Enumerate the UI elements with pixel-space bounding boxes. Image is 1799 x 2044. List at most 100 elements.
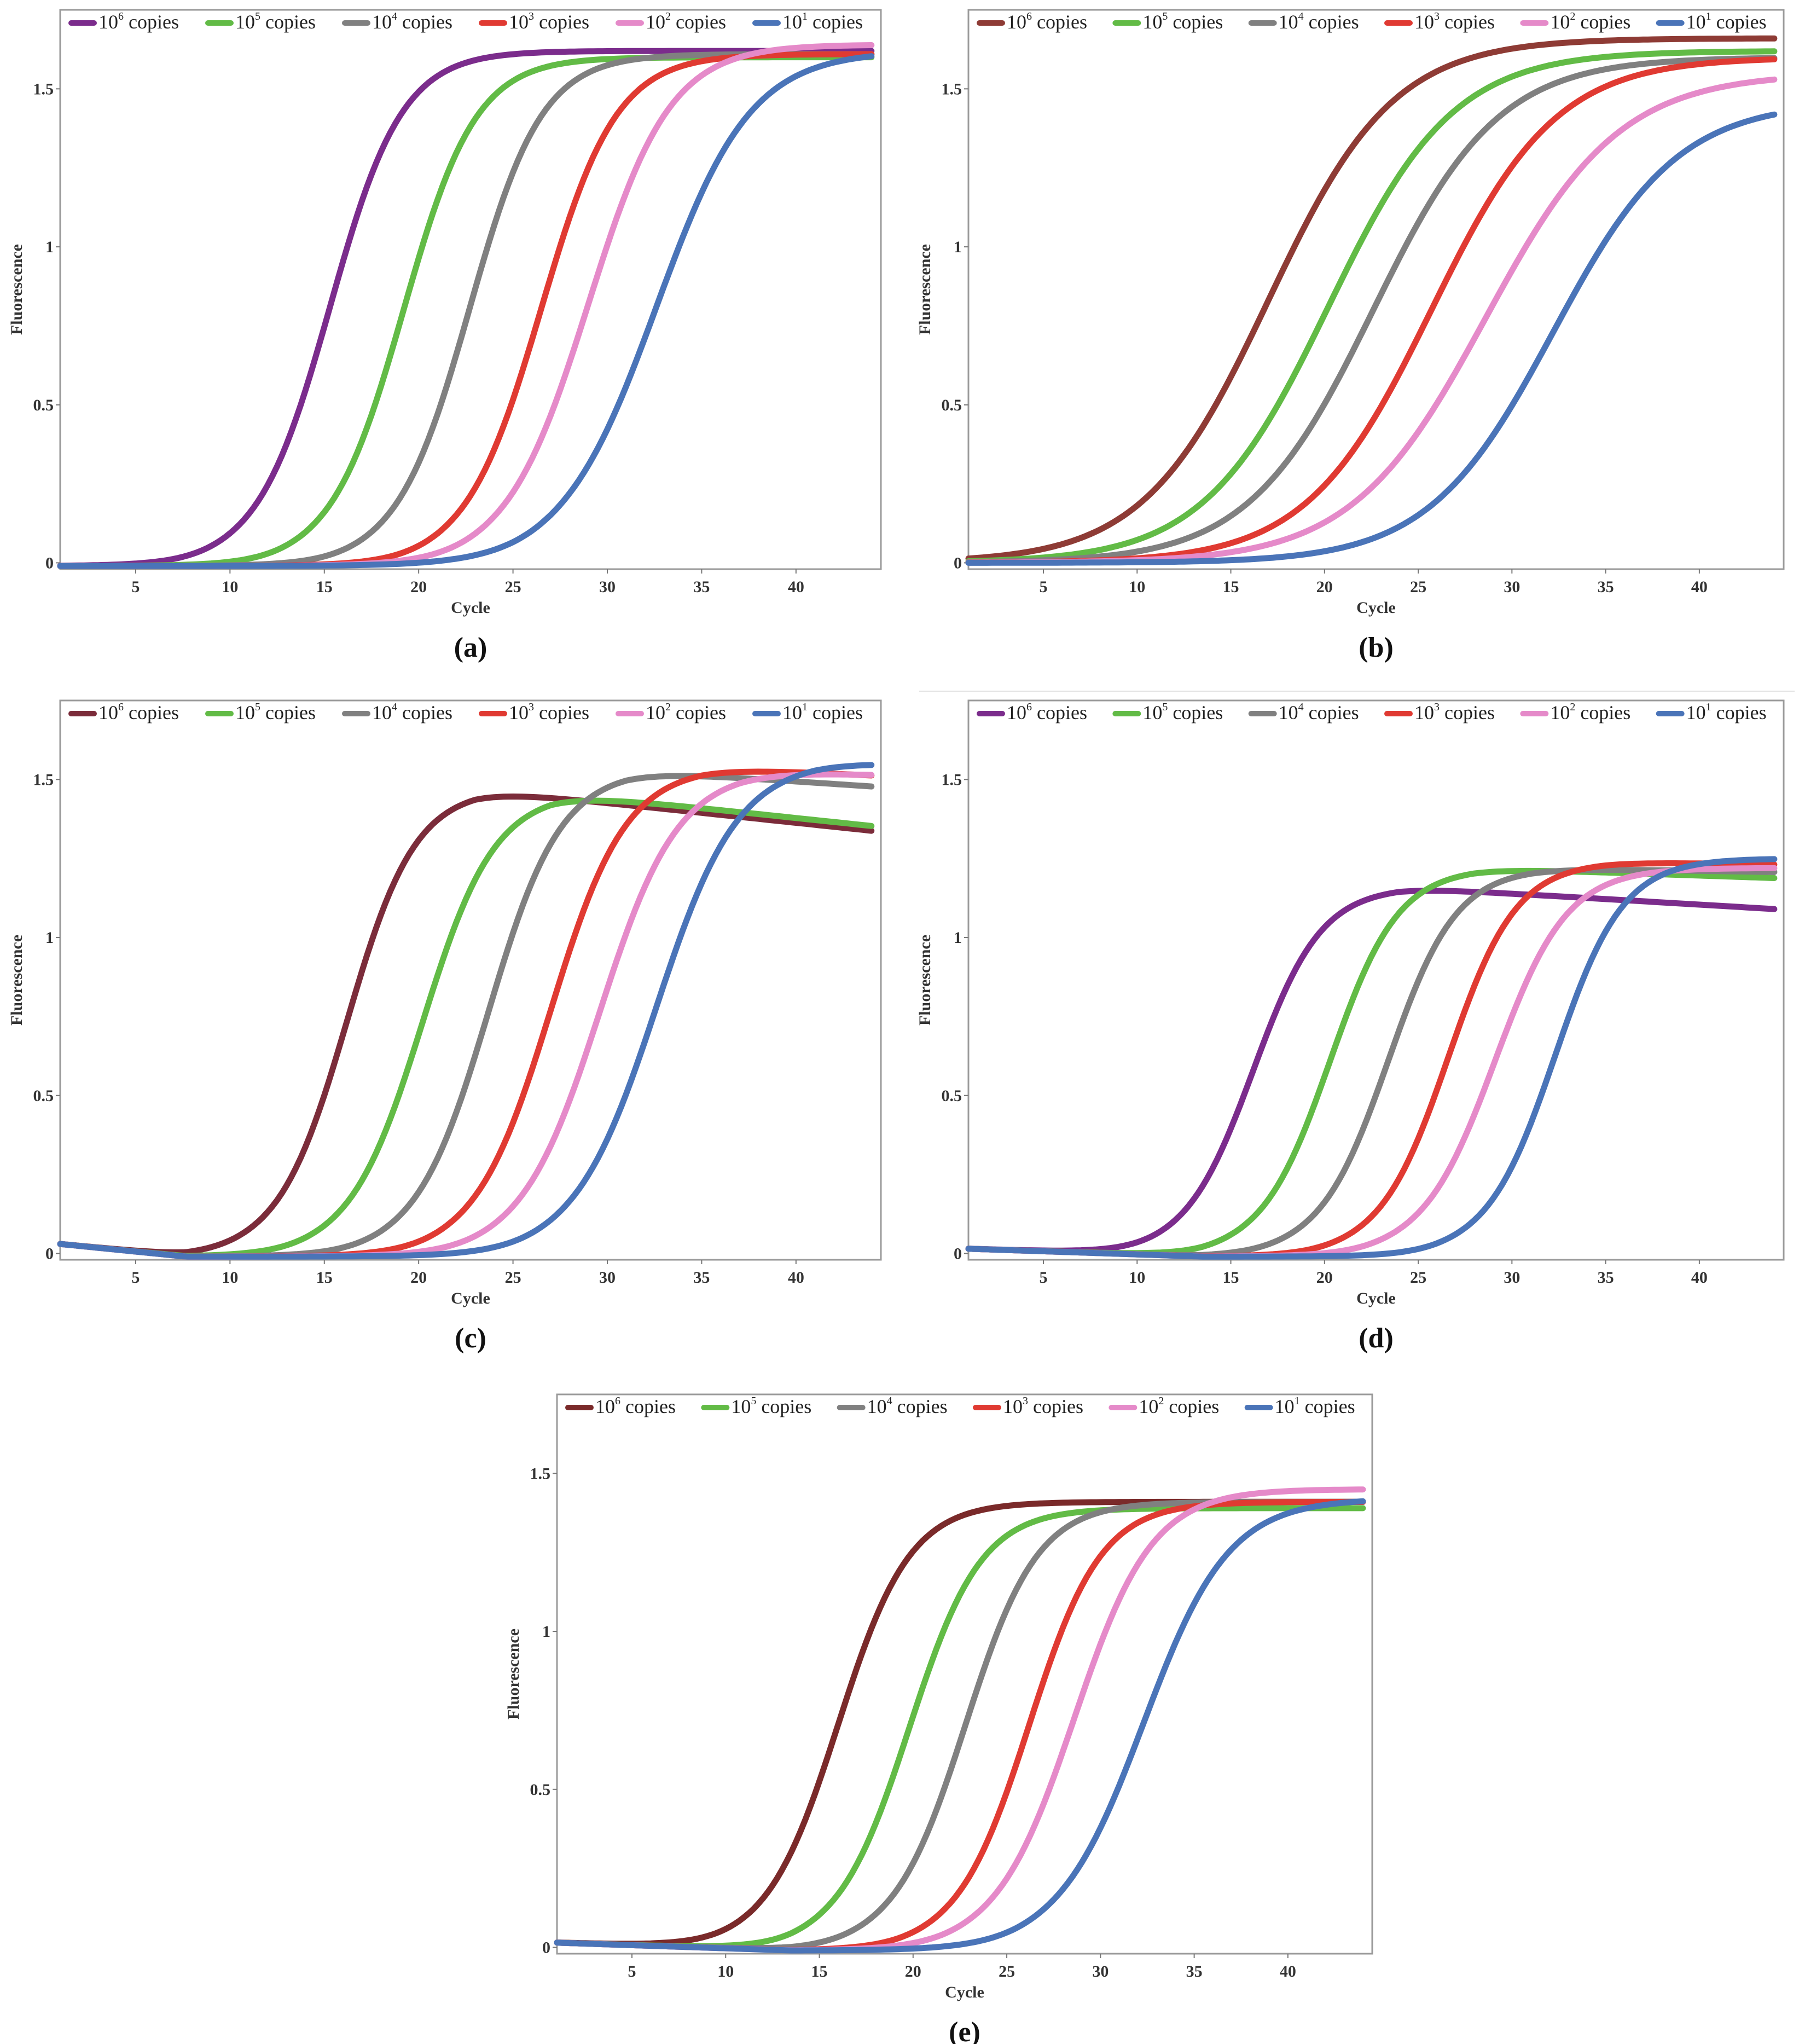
x-tick-label: 20 xyxy=(410,1269,427,1287)
legend-label: 106 copies xyxy=(1007,10,1087,33)
x-tick-label: 25 xyxy=(505,1269,521,1287)
legend-label: 101 copies xyxy=(782,10,863,33)
legend-label: 104 copies xyxy=(372,701,452,723)
chart-svg: 5 10 15 20 25 30 35 40 0 0.5 1 1.5 Cycle Fluorescence… xyxy=(916,9,1785,663)
legend-label: 102 copies xyxy=(1550,701,1630,723)
legend-label: 101 copies xyxy=(1275,1395,1355,1417)
legend-label: 105 copies xyxy=(235,10,316,33)
y-tick-label: 1.5 xyxy=(33,80,54,98)
x-tick-label: 35 xyxy=(1598,578,1614,596)
x-axis-title: Cycle xyxy=(451,599,490,617)
x-axis-title: Cycle xyxy=(1356,599,1396,617)
legend-label: 106 copies xyxy=(1007,701,1087,723)
x-tick-label: 15 xyxy=(1223,578,1239,596)
panel-label: (e) xyxy=(949,2017,980,2044)
series-line-6 xyxy=(57,48,875,569)
chart-panel-d: 5 10 15 20 25 30 35 40 0 0.5 1 1.5 Cycle Fluorescence… xyxy=(908,691,1795,1369)
y-tick-label: 0.5 xyxy=(530,1781,551,1799)
legend-label: 103 copies xyxy=(1414,701,1495,723)
plot-area xyxy=(59,9,882,570)
series-line-1 xyxy=(57,762,875,1260)
panel-label: (a) xyxy=(454,632,488,663)
x-tick-label: 30 xyxy=(599,1269,616,1287)
y-tick-label: 1 xyxy=(45,929,54,947)
legend-label: 103 copies xyxy=(509,701,589,723)
x-tick-label: 30 xyxy=(599,578,616,596)
y-tick-label: 1.5 xyxy=(942,771,962,789)
plot-area xyxy=(556,1393,1373,1955)
chart-svg: 5 10 15 20 25 30 35 40 0 0.5 1 1.5 Cycle Fluorescence… xyxy=(916,699,1785,1354)
y-tick-label: 0.5 xyxy=(942,1087,962,1105)
x-axis-title: Cycle xyxy=(1356,1289,1396,1307)
x-tick-label: 35 xyxy=(1598,1269,1614,1287)
legend-label: 102 copies xyxy=(1139,1395,1219,1417)
chart-panel-e: 5 10 15 20 25 30 35 40 0 0.5 1 1.5 Cycle Fluorescence… xyxy=(497,1385,1383,2044)
series-line-4 xyxy=(965,55,1778,565)
legend-label: 106 copies xyxy=(595,1395,676,1417)
legend-label: 105 copies xyxy=(1142,10,1223,33)
x-tick-label: 35 xyxy=(1186,1962,1203,1981)
legend-label: 103 copies xyxy=(1003,1395,1083,1417)
y-tick-label: 0.5 xyxy=(942,396,962,414)
legend-label: 105 copies xyxy=(235,701,316,723)
x-tick-label: 20 xyxy=(1316,578,1333,596)
x-axis-title: Cycle xyxy=(451,1289,490,1307)
y-tick-label: 0 xyxy=(542,1938,550,1956)
x-tick-label: 10 xyxy=(717,1962,734,1981)
x-tick-label: 10 xyxy=(222,578,238,596)
legend-label: 102 copies xyxy=(1550,10,1630,33)
legend-label: 104 copies xyxy=(372,10,452,33)
x-tick-label: 20 xyxy=(1316,1269,1333,1287)
legend-label: 101 copies xyxy=(1686,10,1767,33)
legend-label: 106 copies xyxy=(98,701,179,723)
x-tick-label: 20 xyxy=(905,1962,921,1981)
y-tick-label: 1 xyxy=(954,929,962,947)
y-tick-label: 0.5 xyxy=(33,396,54,414)
x-tick-label: 5 xyxy=(1040,1269,1048,1287)
plot-area xyxy=(967,699,1785,1261)
series-line-1 xyxy=(554,1498,1366,1954)
y-tick-label: 1 xyxy=(542,1623,550,1641)
legend-label: 102 copies xyxy=(646,10,726,33)
x-tick-label: 30 xyxy=(1504,578,1520,596)
legend-label: 104 copies xyxy=(1279,701,1359,723)
series-line-1 xyxy=(965,856,1778,1260)
y-axis-title: Fluorescence xyxy=(8,935,26,1026)
x-tick-label: 40 xyxy=(788,1269,804,1287)
x-tick-label: 20 xyxy=(410,578,427,596)
chart-svg: 5 10 15 20 25 30 35 40 0 0.5 1 1.5 Cycle Fluorescence… xyxy=(8,9,882,663)
y-tick-label: 0 xyxy=(954,1244,962,1263)
series-line-6 xyxy=(57,794,875,1255)
x-axis-title: Cycle xyxy=(945,1983,984,2001)
series-line-1 xyxy=(965,111,1778,566)
x-tick-label: 5 xyxy=(131,578,140,596)
panel-label: (b) xyxy=(1359,632,1394,663)
x-tick-label: 40 xyxy=(1691,1269,1708,1287)
chart-svg: 5 10 15 20 25 30 35 40 0 0.5 1 1.5 Cycle Fluorescence… xyxy=(504,1393,1373,2044)
chart-panel-a: 5 10 15 20 25 30 35 40 0 0.5 1 1.5 Cycle Fluorescence… xyxy=(0,0,897,679)
y-tick-label: 1.5 xyxy=(33,771,54,789)
legend-label: 103 copies xyxy=(1414,10,1495,33)
y-tick-label: 1 xyxy=(45,238,54,256)
series-line-5 xyxy=(965,48,1778,564)
x-tick-label: 5 xyxy=(628,1962,636,1981)
chart-svg: 5 10 15 20 25 30 35 40 0 0.5 1 1.5 Cycle Fluorescence… xyxy=(8,699,882,1354)
x-tick-label: 10 xyxy=(222,1269,238,1287)
series-line-6 xyxy=(965,35,1778,562)
x-tick-label: 5 xyxy=(1040,578,1048,596)
y-tick-label: 0 xyxy=(954,554,962,572)
x-tick-label: 30 xyxy=(1504,1269,1520,1287)
y-tick-label: 0.5 xyxy=(33,1087,54,1105)
y-tick-label: 1.5 xyxy=(530,1464,551,1483)
x-tick-label: 15 xyxy=(316,1269,333,1287)
legend-label: 105 copies xyxy=(1142,701,1223,723)
legend-label: 104 copies xyxy=(867,1395,948,1417)
legend-label: 104 copies xyxy=(1279,10,1359,33)
legend-label: 106 copies xyxy=(98,10,179,33)
panel-label: (c) xyxy=(455,1323,486,1354)
plot-area xyxy=(967,9,1785,570)
plot-area xyxy=(59,699,882,1261)
x-tick-label: 35 xyxy=(693,578,710,596)
y-axis-title: Fluorescence xyxy=(504,1629,523,1719)
y-axis-title: Fluorescence xyxy=(916,244,934,335)
